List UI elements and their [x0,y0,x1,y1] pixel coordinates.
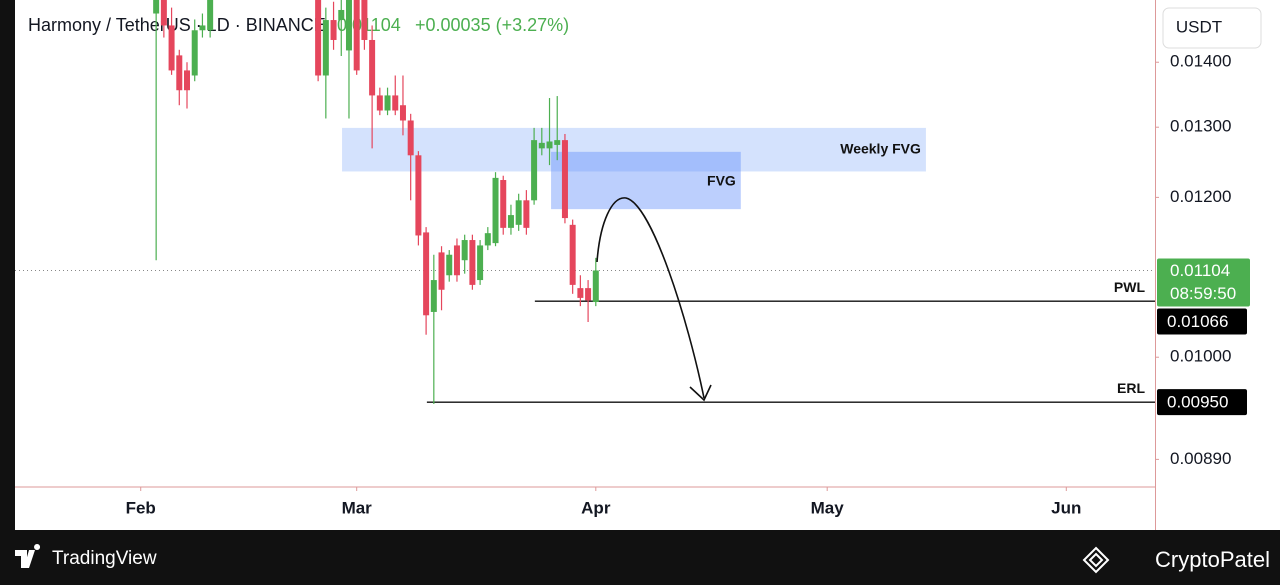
candle-body [168,25,175,71]
candle-body [523,200,530,228]
candle-body [345,0,352,51]
candle-body [561,140,568,219]
candle-body [492,177,499,244]
x-tick-label: Jun [1051,498,1081,517]
last-price-tag [1157,258,1250,307]
header-price: 0.01104 [337,15,401,35]
candle-body [392,95,399,111]
brand-logo [15,544,41,568]
candle-body [515,200,522,225]
candle-body [507,215,514,228]
candle-body [469,240,476,285]
candle-body [207,0,214,31]
level-tag [1157,389,1247,416]
y-tick-label: 0.00890 [1170,449,1231,468]
candle-body [438,252,445,290]
candle-body [315,0,322,76]
candle-body [531,140,538,201]
x-tick-label: Mar [342,498,373,517]
candle-body [176,55,183,91]
brand: TradingView [15,544,157,569]
watermark: CryptoPatel [1155,547,1270,572]
levels: PWL ERL [15,269,1155,403]
candle-body [554,140,561,145]
candles [153,0,599,405]
candle-body [430,280,437,312]
candle-body [376,95,383,111]
chart-background [15,0,1280,530]
candle-body [546,141,553,149]
x-tick-label: Apr [581,498,611,517]
candle-body [338,9,345,21]
level-name: ERL [1117,380,1145,396]
candle-body [484,233,491,246]
zones: Weekly FVG FVG [342,127,926,210]
candle-body [423,232,430,316]
candle-body [538,142,545,149]
currency: USDT [1176,17,1222,36]
candle-body [330,20,337,40]
candle-body [399,105,406,121]
y-tick-label: 0.01000 [1170,347,1231,366]
chart-title: Harmony / TetherUS · 1D · BINANCE [28,15,326,35]
last-price-label: 0.01104 [1170,261,1230,280]
candle-body [199,25,206,31]
candle-body [477,245,484,281]
level-value: 0.01066 [1167,312,1228,331]
countdown: 08:59:50 [1170,284,1236,303]
candle-body [415,155,422,236]
zone-label: Weekly FVG [840,140,921,156]
candle-body [191,30,198,76]
zone-label: FVG [707,173,736,189]
candle-body [353,0,360,71]
arrow-head [689,384,712,402]
x-tick-label: May [811,498,845,517]
candle-body [453,245,460,276]
level-value: 0.00950 [1167,393,1228,412]
candle-body [407,120,414,156]
projection-arrow [596,197,705,399]
header: Harmony / TetherUS · 1D · BINANCE 0.0110… [28,15,569,35]
watermark-logo [1082,546,1110,574]
candle-body [361,0,368,40]
candle-body [153,0,160,14]
watermark-group: CryptoPatel [1082,546,1270,574]
currency-box[interactable] [1162,7,1262,49]
fvg-zone [342,127,926,172]
header-change: +0.00035 (+3.27%) [415,15,569,35]
candle-body [369,39,376,96]
candle-body [446,254,453,276]
candle-body [500,180,507,228]
y-tick-label: 0.01300 [1170,117,1231,136]
fvg-zone [551,151,741,210]
axes: 0.01400 0.01300 0.01200 0.01000 0.00890 Feb Ma… [126,52,1250,517]
brand-name: TradingView [52,548,157,569]
candle-body [592,270,599,303]
candle-body [322,20,329,76]
y-tick-label: 0.01200 [1170,187,1231,206]
candle-body [184,70,191,91]
level-name: PWL [1114,279,1146,295]
candle-body [577,288,584,298]
y-tick-label: 0.01400 [1170,52,1231,71]
candle-body [585,288,592,301]
level-tag [1157,308,1247,335]
candle-body [160,0,167,26]
candle-body [569,224,576,285]
x-tick-label: Feb [126,498,156,517]
candle-body [384,95,391,111]
candle-body [461,240,468,261]
